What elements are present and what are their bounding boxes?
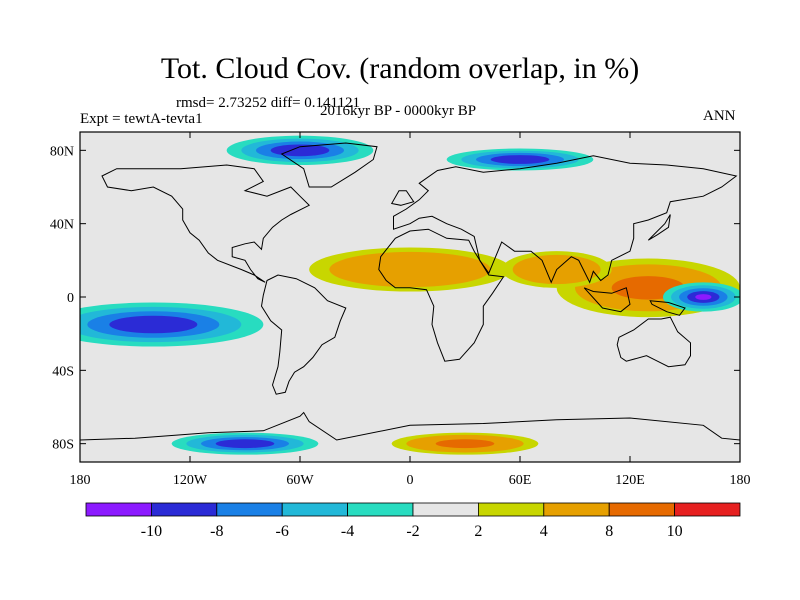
period-label: 2016kyr BP - 0000kyr BP [320,103,477,119]
coast-britain [390,190,415,206]
y-tick-label: 40N [50,218,74,233]
x-tick-label: 0 [407,473,414,488]
coast-australia [616,316,691,368]
colorbar-swatch [150,502,218,517]
coast-africa [378,228,505,362]
colorbar-swatch [412,502,479,517]
coast-indonesia [583,287,631,313]
colorbar-swatch [608,502,676,517]
colorbar-label: -6 [276,523,289,540]
coast-north-america [101,164,311,283]
colorbar-label: 4 [540,523,548,540]
x-tick-label: 60W [286,473,314,488]
colorbar-swatch [281,502,349,517]
colorbar-label: 2 [474,523,482,540]
colorbar-label: 8 [605,523,613,540]
y-tick-label: 0 [67,291,74,306]
colorbar-swatch [85,502,152,517]
stats-line: rmsd= 2.73252 diff= 0.141121 [176,95,360,111]
colorbar-label: 10 [667,523,683,540]
x-tick-label: 180 [730,473,751,488]
colorbar-label: -4 [341,523,354,540]
x-tick-label: 120E [615,473,645,488]
anomaly-blob [215,439,275,449]
colorbar-swatch [216,502,283,517]
anomaly-blob [490,155,550,164]
coast-antarctica [80,411,740,462]
anomaly-blob [270,144,330,157]
y-tick-label: 80S [52,438,74,453]
colorbar-label: -2 [406,523,419,540]
colorbar-swatch [543,502,610,517]
colorbar: -10 -8 -6 -4 -2 2 4 8 10 [85,502,741,540]
y-tick-label: 40S [52,364,74,379]
colorbar-swatch [477,502,545,517]
anomaly-blob [109,315,198,334]
coast-greenland [280,142,378,188]
coast-eurasia [393,155,738,284]
x-tick-label: 60E [509,473,532,488]
season-label: ANN [703,108,736,124]
coast-new-guinea [649,300,686,316]
chart-title: Tot. Cloud Cov. (random overlap, in %) [160,52,640,85]
coast-japan [647,214,671,241]
y-tick-label: 80N [50,144,74,159]
anomaly-blob [329,251,491,288]
x-tick-label: 180 [70,473,91,488]
experiment-label: Expt = tewtA-tevta1 [80,111,203,127]
colorbar-swatch [674,502,741,517]
axes: 180 120W 60W 0 60E 120E 180 80N 40N 0 40S 80S [50,132,751,488]
colorbar-label: -10 [141,523,162,540]
x-tick-label: 120W [173,473,208,488]
coast-south-america [260,274,347,395]
anomaly-blob [435,439,495,449]
map-plot-area [80,132,740,462]
colorbar-swatch [347,502,414,517]
coastlines [80,142,740,462]
colorbar-label: -8 [210,523,223,540]
anomaly-blob [695,294,712,300]
